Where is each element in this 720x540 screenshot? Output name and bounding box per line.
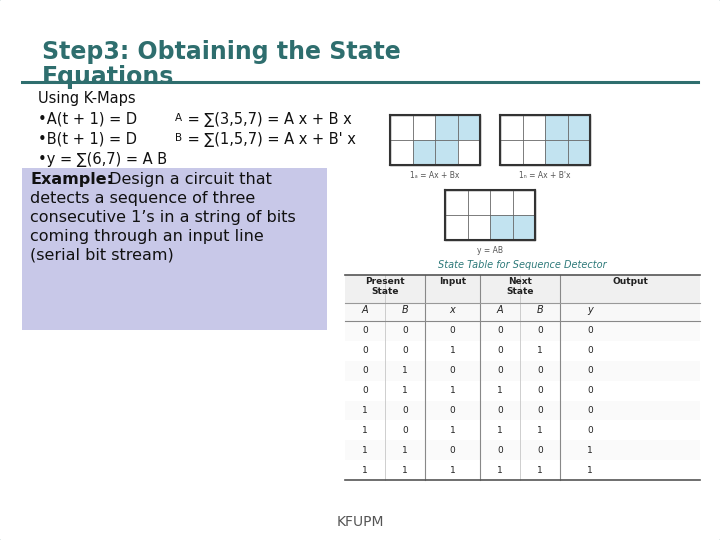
- Text: 1: 1: [402, 465, 408, 475]
- Text: B: B: [536, 305, 544, 315]
- Text: y: y: [587, 305, 593, 315]
- Text: 1: 1: [497, 386, 503, 395]
- Text: 1: 1: [362, 446, 368, 455]
- Text: 0: 0: [449, 446, 455, 455]
- Text: 0: 0: [537, 406, 543, 415]
- Bar: [345, 401, 700, 420]
- Text: Step3: Obtaining the State: Step3: Obtaining the State: [42, 40, 401, 64]
- Text: •B(t + 1) = D: •B(t + 1) = D: [38, 132, 137, 147]
- Text: Equations: Equations: [42, 65, 174, 89]
- Text: 1: 1: [449, 465, 455, 475]
- Text: KFUPM: KFUPM: [336, 515, 384, 529]
- Text: 0: 0: [497, 366, 503, 375]
- Text: = ∑(3,5,7) = A x + B x: = ∑(3,5,7) = A x + B x: [183, 112, 352, 127]
- Text: 1: 1: [449, 346, 455, 355]
- Text: Example:: Example:: [30, 172, 113, 187]
- Text: A: A: [361, 305, 369, 315]
- Bar: [345, 303, 700, 321]
- Text: 1: 1: [537, 465, 543, 475]
- Text: Design a circuit that: Design a circuit that: [104, 172, 272, 187]
- Text: 1: 1: [362, 406, 368, 415]
- Text: 1ₙ = Ax + B'x: 1ₙ = Ax + B'x: [519, 171, 571, 180]
- Bar: [435, 140, 457, 165]
- Text: 1: 1: [362, 426, 368, 435]
- Text: 1: 1: [449, 426, 455, 435]
- Text: 0: 0: [587, 386, 593, 395]
- Text: A: A: [497, 305, 503, 315]
- Text: 1: 1: [537, 346, 543, 355]
- Text: 0: 0: [537, 366, 543, 375]
- Text: B: B: [175, 133, 182, 143]
- Bar: [390, 115, 480, 165]
- Text: 0: 0: [402, 346, 408, 355]
- Text: Present
State: Present State: [365, 277, 405, 296]
- Text: 1: 1: [402, 446, 408, 455]
- Text: x: x: [449, 305, 455, 315]
- Text: 1: 1: [362, 465, 368, 475]
- Text: A: A: [175, 113, 182, 123]
- Text: 0: 0: [587, 327, 593, 335]
- Text: 0: 0: [587, 406, 593, 415]
- Text: 0: 0: [402, 406, 408, 415]
- Bar: [545, 115, 567, 140]
- Bar: [545, 140, 567, 165]
- Text: 1: 1: [402, 366, 408, 375]
- Text: 0: 0: [587, 346, 593, 355]
- Bar: [457, 115, 480, 140]
- Text: 0: 0: [449, 327, 455, 335]
- Text: 0: 0: [402, 426, 408, 435]
- Text: 0: 0: [537, 327, 543, 335]
- Text: 0: 0: [497, 406, 503, 415]
- Text: 1: 1: [587, 446, 593, 455]
- Bar: [413, 140, 435, 165]
- Text: (serial bit stream): (serial bit stream): [30, 248, 174, 263]
- Text: 1: 1: [497, 465, 503, 475]
- Bar: [500, 115, 590, 165]
- Bar: [490, 215, 513, 240]
- Bar: [345, 321, 700, 341]
- Bar: [345, 361, 700, 381]
- Bar: [445, 190, 535, 240]
- Text: 1: 1: [587, 465, 593, 475]
- Text: Using K-Maps: Using K-Maps: [38, 91, 135, 106]
- Bar: [345, 275, 700, 303]
- Text: y = AB: y = AB: [477, 246, 503, 255]
- Text: B: B: [402, 305, 408, 315]
- Text: 0: 0: [587, 426, 593, 435]
- Bar: [567, 115, 590, 140]
- Text: 0: 0: [537, 446, 543, 455]
- Text: •y = ∑(6,7) = A B: •y = ∑(6,7) = A B: [38, 152, 167, 167]
- Text: 0: 0: [362, 386, 368, 395]
- Text: Input: Input: [439, 277, 466, 286]
- Text: •A(t + 1) = D: •A(t + 1) = D: [38, 112, 137, 127]
- Text: 0: 0: [449, 406, 455, 415]
- Text: 1: 1: [449, 386, 455, 395]
- Text: State Table for Sequence Detector: State Table for Sequence Detector: [438, 260, 607, 270]
- Text: 0: 0: [449, 366, 455, 375]
- Text: 0: 0: [587, 366, 593, 375]
- Bar: [345, 440, 700, 460]
- Text: 0: 0: [497, 446, 503, 455]
- Bar: [435, 115, 457, 140]
- FancyBboxPatch shape: [22, 168, 327, 330]
- Text: 0: 0: [362, 327, 368, 335]
- Text: Output: Output: [612, 277, 648, 286]
- Text: 0: 0: [497, 346, 503, 355]
- Text: 0: 0: [537, 386, 543, 395]
- Bar: [513, 215, 535, 240]
- Text: 1ₐ = Ax + Bx: 1ₐ = Ax + Bx: [410, 171, 459, 180]
- Text: coming through an input line: coming through an input line: [30, 229, 264, 244]
- Text: 0: 0: [402, 327, 408, 335]
- Text: 0: 0: [362, 346, 368, 355]
- Text: consecutive 1’s in a string of bits: consecutive 1’s in a string of bits: [30, 210, 296, 225]
- Text: 0: 0: [497, 327, 503, 335]
- Text: = ∑(1,5,7) = A x + B' x: = ∑(1,5,7) = A x + B' x: [183, 132, 356, 147]
- Bar: [567, 140, 590, 165]
- Text: Next
State: Next State: [506, 277, 534, 296]
- Text: 1: 1: [402, 386, 408, 395]
- Text: detects a sequence of three: detects a sequence of three: [30, 191, 256, 206]
- Text: 1: 1: [497, 426, 503, 435]
- Text: 0: 0: [362, 366, 368, 375]
- Text: 1: 1: [537, 426, 543, 435]
